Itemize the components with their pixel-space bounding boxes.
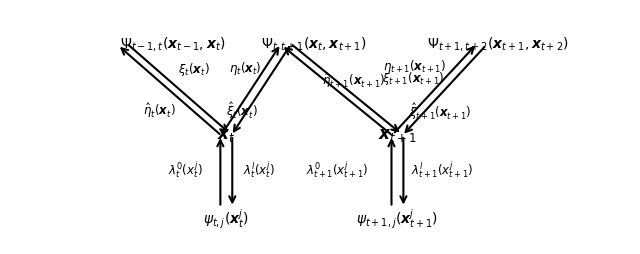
Text: $\eta_t(\boldsymbol{x}_t)$: $\eta_t(\boldsymbol{x}_t)$ [228, 60, 261, 77]
Text: $\Psi_{t-1,t}(\boldsymbol{x}_{t-1}, \boldsymbol{x}_t)$: $\Psi_{t-1,t}(\boldsymbol{x}_{t-1}, \bol… [120, 35, 225, 53]
Text: $\psi_{t+1,j}(\boldsymbol{x}_{t+1}^j)$: $\psi_{t+1,j}(\boldsymbol{x}_{t+1}^j)$ [356, 208, 438, 231]
Text: $\hat{\xi}_{t+1}(\boldsymbol{x}_{t+1})$: $\hat{\xi}_{t+1}(\boldsymbol{x}_{t+1})$ [410, 101, 472, 122]
Text: $\boldsymbol{x}_t$: $\boldsymbol{x}_t$ [217, 126, 236, 144]
Text: $\Psi_{t+1,t+2}(\boldsymbol{x}_{t+1}, \boldsymbol{x}_{t+2})$: $\Psi_{t+1,t+2}(\boldsymbol{x}_{t+1}, \b… [428, 35, 569, 53]
Text: $\xi_t(\boldsymbol{x}_t)$: $\xi_t(\boldsymbol{x}_t)$ [178, 61, 210, 78]
Text: $\boldsymbol{x}_{t+1}$: $\boldsymbol{x}_{t+1}$ [378, 126, 417, 144]
Text: $\hat{\eta}_{t+1}(\boldsymbol{x}_{t+1})$: $\hat{\eta}_{t+1}(\boldsymbol{x}_{t+1})$ [322, 71, 385, 90]
Text: $\lambda_t^0(x_t^j)$: $\lambda_t^0(x_t^j)$ [168, 159, 203, 180]
Text: $\Psi_{t,t+1}(\boldsymbol{x}_t, \boldsymbol{x}_{t+1})$: $\Psi_{t,t+1}(\boldsymbol{x}_t, \boldsym… [261, 35, 367, 53]
Text: $\psi_{t,j}(\boldsymbol{x}_t^j)$: $\psi_{t,j}(\boldsymbol{x}_t^j)$ [204, 208, 250, 231]
Text: $\eta_{t+1}(\boldsymbol{x}_{t+1})$: $\eta_{t+1}(\boldsymbol{x}_{t+1})$ [383, 58, 446, 75]
Text: $\lambda_t^l(x_t^j)$: $\lambda_t^l(x_t^j)$ [243, 159, 275, 180]
Text: $\lambda_{t+1}^0(x_{t+1}^j)$: $\lambda_{t+1}^0(x_{t+1}^j)$ [307, 159, 369, 180]
Text: $\xi_{t+1}(\boldsymbol{x}_{t+1})$: $\xi_{t+1}(\boldsymbol{x}_{t+1})$ [382, 70, 445, 87]
Text: $\hat{\eta}_t(\boldsymbol{x}_t)$: $\hat{\eta}_t(\boldsymbol{x}_t)$ [143, 101, 176, 120]
Text: $\hat{\xi}_t(\boldsymbol{x}_t)$: $\hat{\xi}_t(\boldsymbol{x}_t)$ [226, 100, 257, 121]
Text: $\lambda_{t+1}^l(x_{t+1}^j)$: $\lambda_{t+1}^l(x_{t+1}^j)$ [412, 159, 474, 180]
